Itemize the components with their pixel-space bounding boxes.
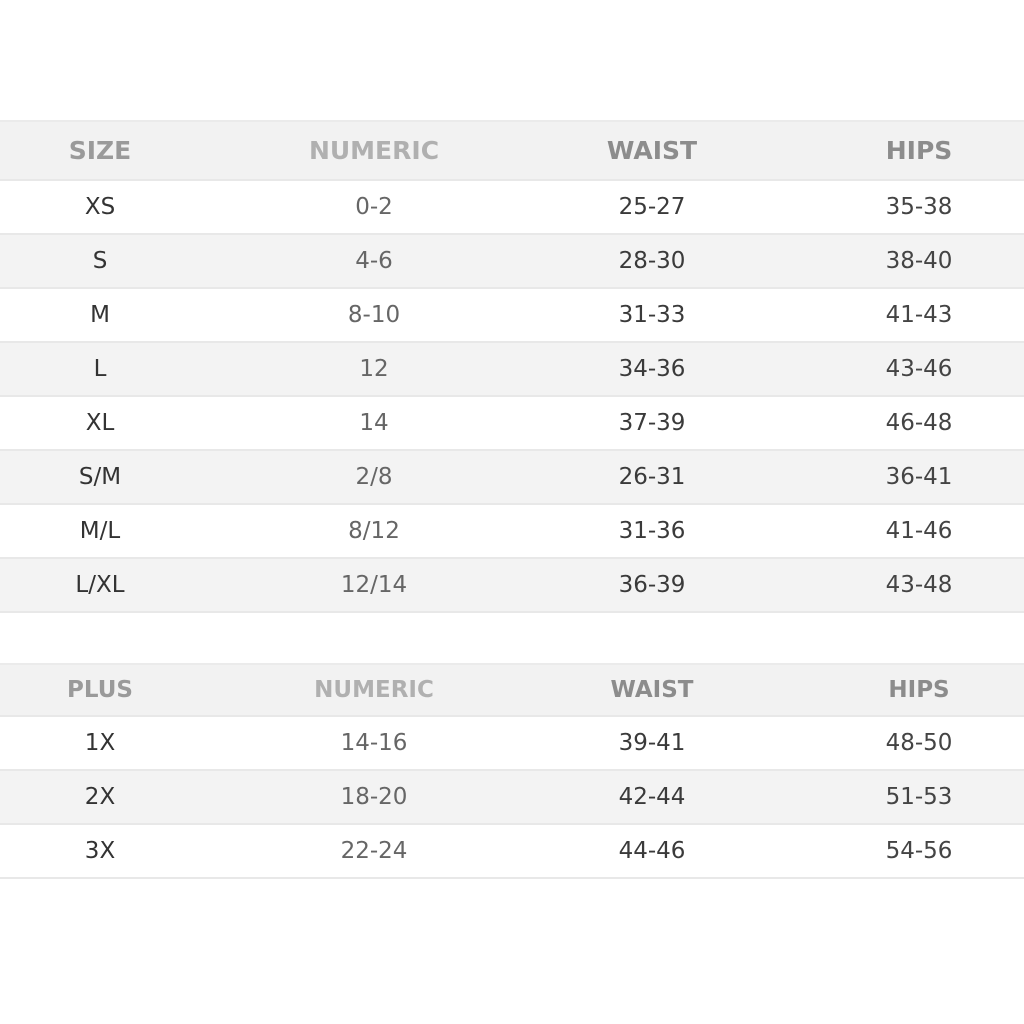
cell-numeric: 14: [359, 410, 389, 436]
cell-size: XL: [85, 410, 115, 436]
header-numeric: NUMERIC: [308, 136, 440, 165]
cell-hips: 35-38: [885, 194, 953, 220]
cell-hips: 48-50: [885, 730, 953, 756]
cell-waist: 44-46: [618, 838, 686, 864]
cell-numeric: 14-16: [340, 730, 408, 756]
cell-waist: 42-44: [618, 784, 686, 810]
header-hips: HIPS: [885, 136, 953, 165]
plus-size-table: PLUS NUMERIC WAIST HIPS 1X 14-16 39-41 48-50 2X 1…: [0, 663, 1024, 879]
header-size: SIZE: [68, 136, 132, 165]
header-waist: WAIST: [606, 136, 698, 165]
cell-size: 3X: [84, 838, 116, 864]
cell-size: M/L: [79, 518, 121, 544]
cell-hips: 51-53: [885, 784, 953, 810]
cell-numeric: 12: [359, 356, 389, 382]
cell-size: L: [93, 356, 107, 382]
cell-waist: 25-27: [618, 194, 686, 220]
cell-waist: 34-36: [618, 356, 686, 382]
cell-numeric: 8-10: [347, 302, 401, 328]
table-row: 3X 22-24 44-46 54-56: [0, 825, 1024, 879]
cell-hips: 54-56: [885, 838, 953, 864]
table-row: XL 14 37-39 46-48: [0, 397, 1024, 451]
standard-size-table: SIZE NUMERIC WAIST HIPS XS 0-2 25-27 35-38 S 4-6 2…: [0, 120, 1024, 613]
cell-numeric: 8/12: [348, 518, 400, 544]
cell-waist: 26-31: [618, 464, 686, 490]
cell-numeric: 0-2: [355, 194, 393, 220]
table-row: L/XL 12/14 36-39 43-48: [0, 559, 1024, 613]
cell-numeric: 4-6: [355, 248, 393, 274]
cell-size: 1X: [84, 730, 116, 756]
cell-size: S: [92, 248, 108, 274]
table-row: M/L 8/12 31-36 41-46: [0, 505, 1024, 559]
table-row: S/M 2/8 26-31 36-41: [0, 451, 1024, 505]
cell-waist: 36-39: [618, 572, 686, 598]
cell-hips: 43-46: [885, 356, 953, 382]
cell-waist: 31-36: [618, 518, 686, 544]
cell-size: L/XL: [75, 572, 125, 598]
cell-numeric: 18-20: [340, 784, 408, 810]
cell-numeric: 2/8: [355, 464, 393, 490]
cell-hips: 38-40: [885, 248, 953, 274]
cell-waist: 37-39: [618, 410, 686, 436]
table-row: 1X 14-16 39-41 48-50: [0, 717, 1024, 771]
cell-size: M: [90, 302, 110, 328]
cell-numeric: 12/14: [340, 572, 408, 598]
table-row: L 12 34-36 43-46: [0, 343, 1024, 397]
table-header: SIZE NUMERIC WAIST HIPS: [0, 120, 1024, 181]
header-numeric: NUMERIC: [314, 677, 434, 703]
cell-hips: 36-41: [885, 464, 953, 490]
cell-waist: 28-30: [618, 248, 686, 274]
cell-numeric: 22-24: [340, 838, 408, 864]
cell-size: S/M: [78, 464, 122, 490]
cell-hips: 41-46: [885, 518, 953, 544]
table-row: S 4-6 28-30 38-40: [0, 235, 1024, 289]
table-row: M 8-10 31-33 41-43: [0, 289, 1024, 343]
cell-hips: 46-48: [885, 410, 953, 436]
cell-size: 2X: [84, 784, 116, 810]
cell-hips: 41-43: [885, 302, 953, 328]
table-row: XS 0-2 25-27 35-38: [0, 181, 1024, 235]
table-row: 2X 18-20 42-44 51-53: [0, 771, 1024, 825]
cell-hips: 43-48: [885, 572, 953, 598]
cell-waist: 39-41: [618, 730, 686, 756]
header-size: PLUS: [67, 677, 133, 703]
cell-waist: 31-33: [618, 302, 686, 328]
cell-size: XS: [84, 194, 116, 220]
table-header: PLUS NUMERIC WAIST HIPS: [0, 663, 1024, 717]
header-hips: HIPS: [888, 677, 950, 703]
header-waist: WAIST: [610, 677, 694, 703]
